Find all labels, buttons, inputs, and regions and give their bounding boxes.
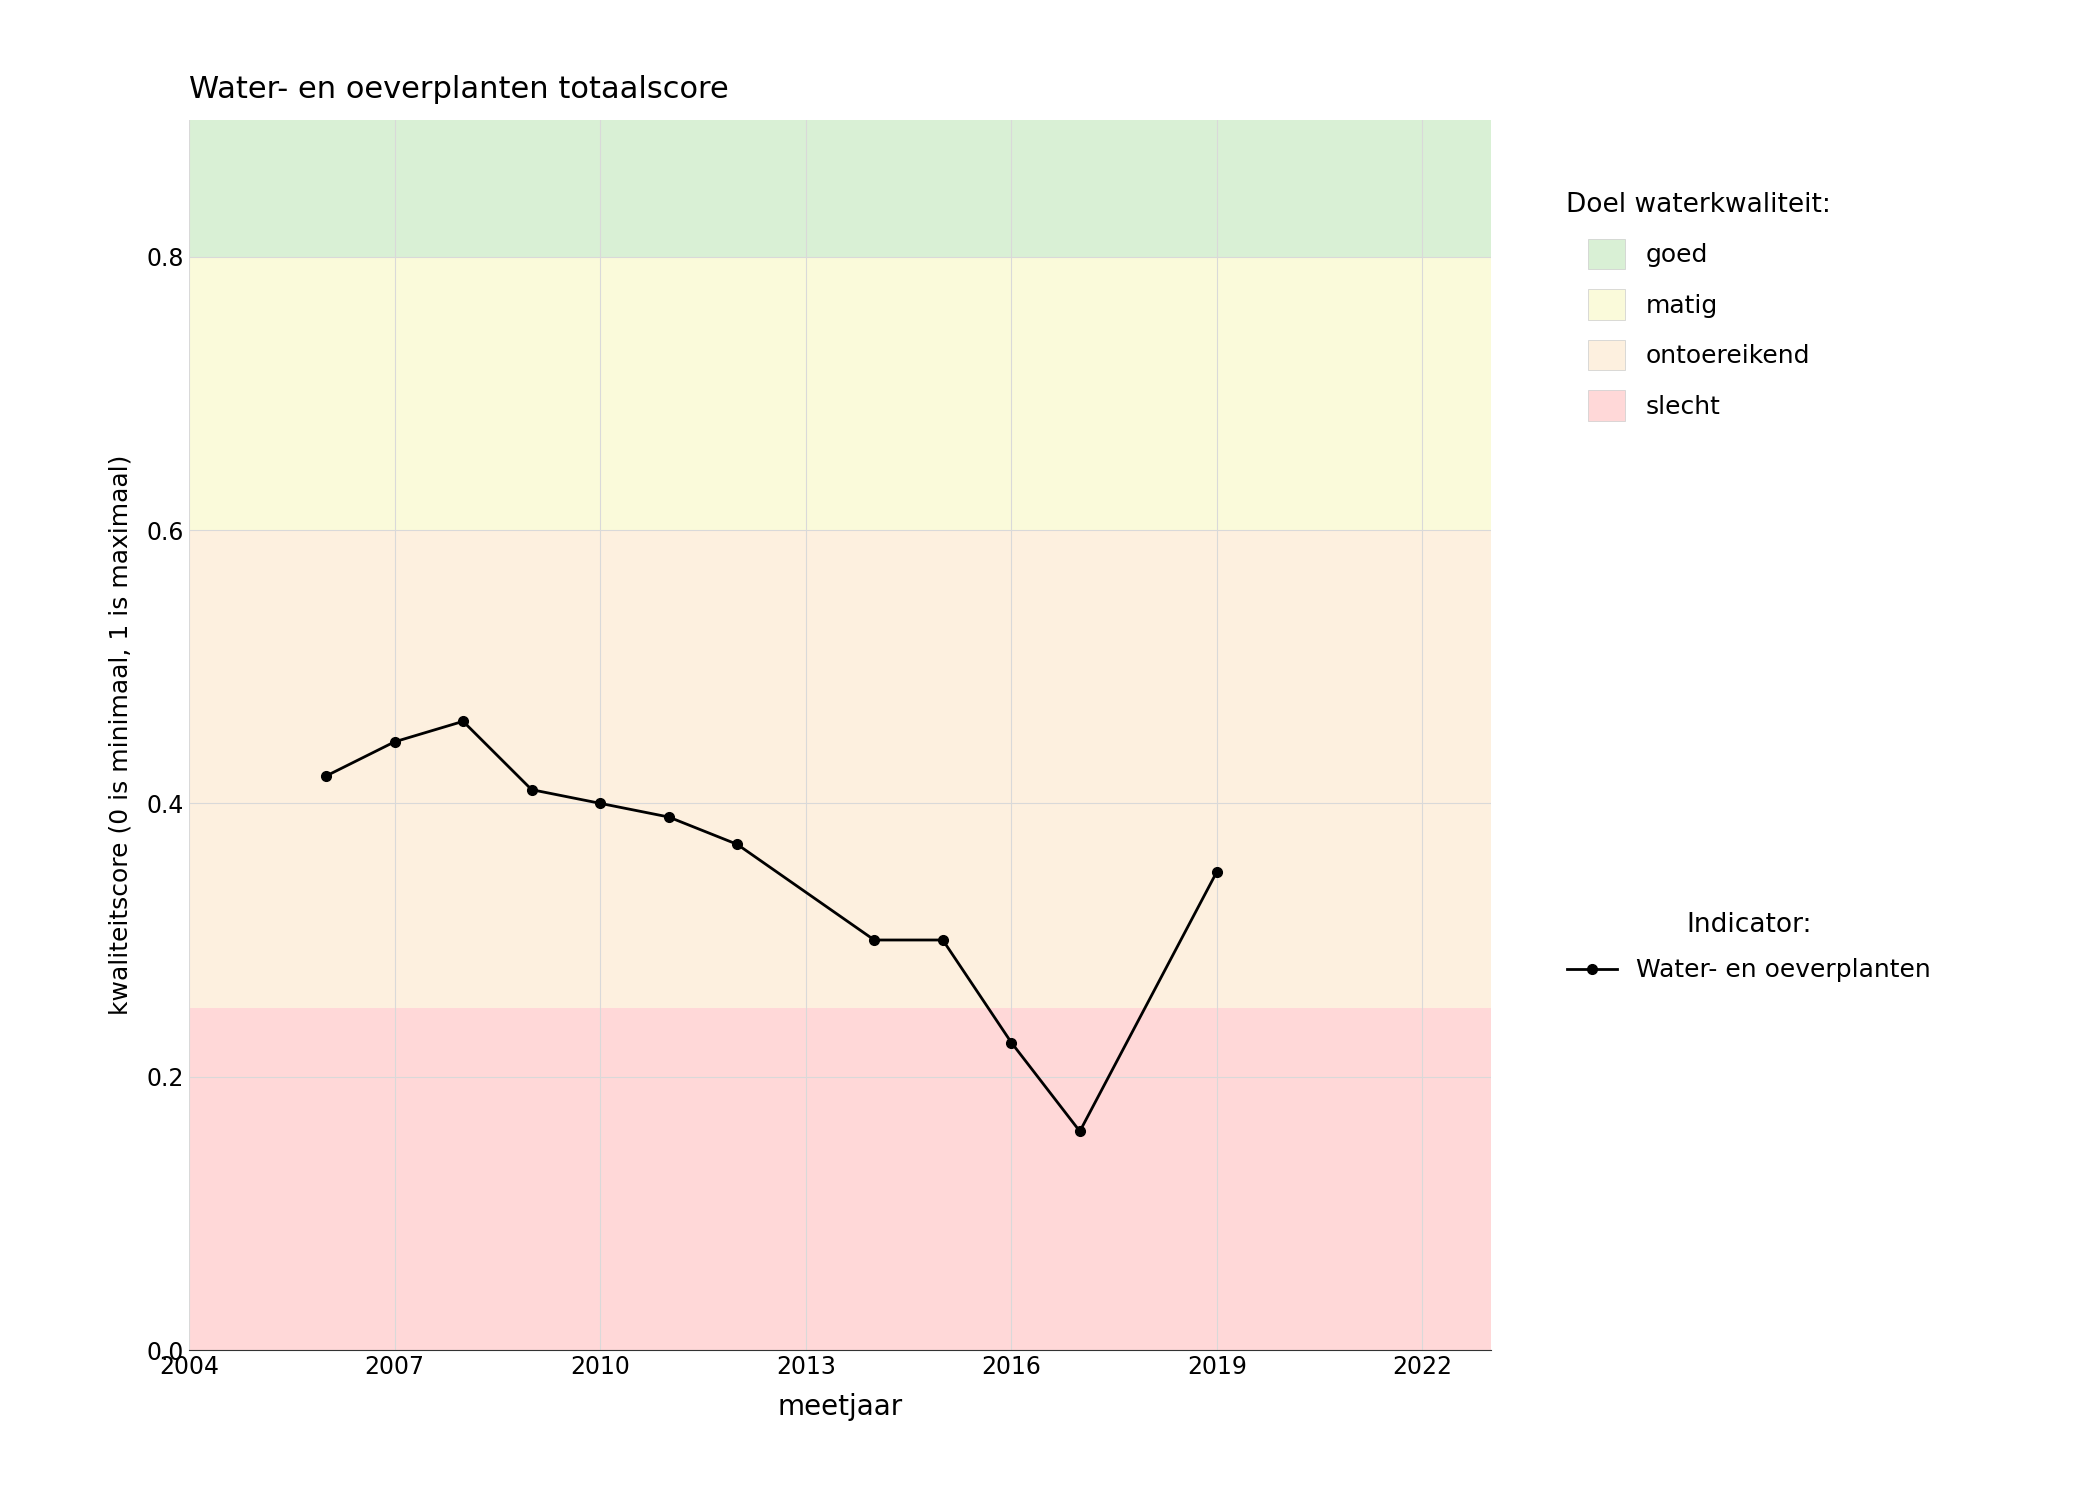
- Bar: [189, 1008, 1491, 1350]
- X-axis label: meetjaar: meetjaar: [777, 1392, 903, 1420]
- Legend: Water- en oeverplanten: Water- en oeverplanten: [1567, 912, 1932, 982]
- Bar: [189, 530, 1491, 1008]
- Text: Water- en oeverplanten totaalscore: Water- en oeverplanten totaalscore: [189, 75, 729, 104]
- Bar: [189, 120, 1491, 256]
- Y-axis label: kwaliteitscore (0 is minimaal, 1 is maximaal): kwaliteitscore (0 is minimaal, 1 is maxi…: [109, 454, 132, 1016]
- Bar: [189, 256, 1491, 530]
- Legend: goed, matig, ontoereikend, slecht: goed, matig, ontoereikend, slecht: [1567, 192, 1831, 420]
